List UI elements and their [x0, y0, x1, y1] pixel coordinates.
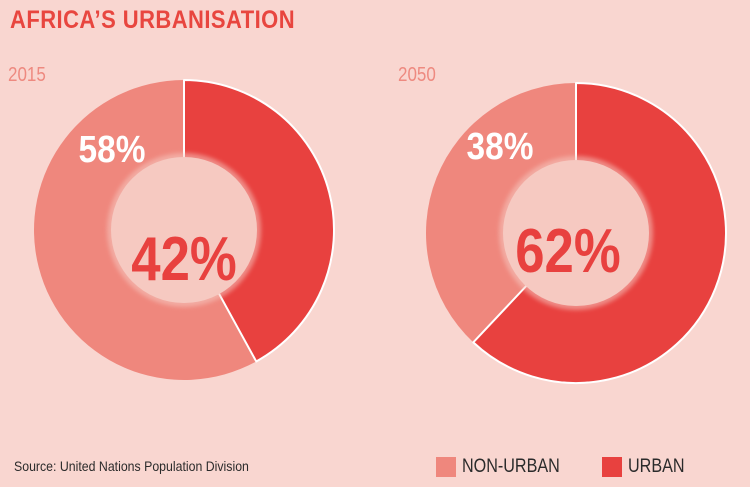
source-note: Source: United Nations Population Divisi… [14, 458, 249, 474]
donut-hole-2015 [111, 157, 257, 303]
donut-hole-2050 [503, 160, 649, 306]
legend-swatch-non-urban [436, 457, 456, 477]
data-label-non-urban-2050: 38% [467, 125, 534, 167]
legend-item-urban: URBAN [602, 456, 695, 478]
legend-swatch-urban [602, 457, 622, 477]
data-label-non-urban-2015: 58% [79, 128, 146, 170]
donut-2015: 58% 42% [34, 79, 335, 381]
chart-title: AFRICA’S URBANISATION [10, 6, 296, 34]
year-label-2050: 2050 [398, 64, 436, 86]
data-label-urban-2015: 42% [131, 225, 236, 294]
year-label-2015: 2015 [8, 64, 46, 86]
slice-non-urban-2050 [425, 82, 576, 343]
data-label-urban-2050: 62% [515, 217, 620, 286]
legend-label-urban: URBAN [628, 456, 685, 477]
donut-2050: 38% 62% [425, 82, 727, 384]
legend-label-non-urban: NON-URBAN [462, 456, 560, 477]
legend-item-non-urban: NON-URBAN [436, 456, 577, 478]
